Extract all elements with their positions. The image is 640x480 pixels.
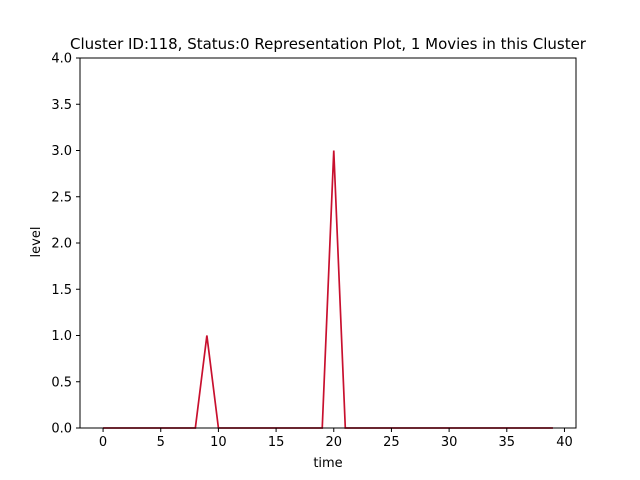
x-tick-label: 20 — [325, 435, 342, 450]
x-axis: 0 5 10 15 20 25 30 35 40 — [99, 428, 573, 450]
y-tick-label: 0.5 — [51, 375, 72, 390]
y-tick-label: 2.5 — [51, 190, 72, 205]
y-axis-label: level — [29, 227, 44, 258]
x-tick-label: 30 — [441, 435, 458, 450]
chart-title: Cluster ID:118, Status:0 Representation … — [70, 35, 587, 53]
y-tick-label: 1.0 — [51, 329, 72, 344]
x-tick-label: 10 — [210, 435, 227, 450]
x-tick-label: 0 — [99, 435, 107, 450]
y-tick-label: 3.0 — [51, 144, 72, 159]
x-tick-label: 5 — [157, 435, 165, 450]
y-tick-label: 1.5 — [51, 283, 72, 298]
x-tick-label: 15 — [268, 435, 285, 450]
y-axis: 0.0 0.5 1.0 1.5 2.0 2.5 3.0 3.5 4.0 — [51, 52, 80, 437]
x-axis-label: time — [313, 456, 342, 471]
x-tick-label: 40 — [556, 435, 573, 450]
x-tick-label: 35 — [499, 435, 516, 450]
y-tick-label: 3.5 — [51, 98, 72, 113]
y-tick-label: 2.0 — [51, 237, 72, 252]
y-tick-label: 0.0 — [51, 422, 72, 437]
x-tick-label: 25 — [383, 435, 400, 450]
y-tick-label: 4.0 — [51, 52, 72, 67]
